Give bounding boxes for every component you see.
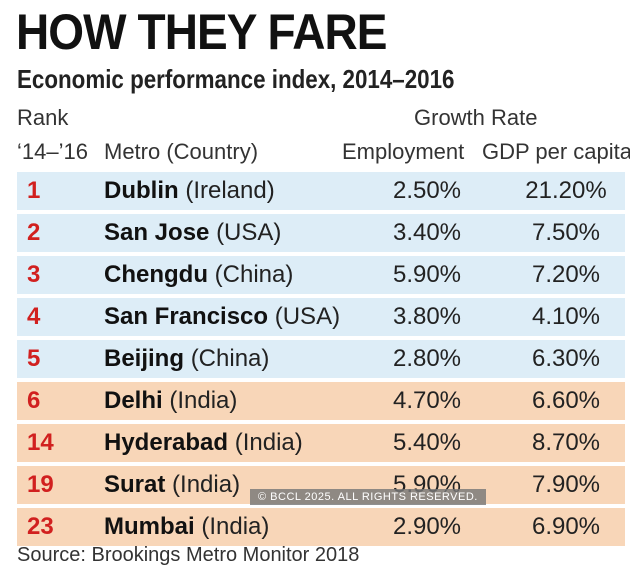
- table-row: 1 Dublin (Ireland) 2.50% 21.20%: [17, 172, 625, 210]
- gdp-cell: 8.70%: [531, 429, 601, 456]
- rank-cell: 1: [27, 177, 41, 204]
- country-name: (China): [190, 345, 270, 372]
- chart-title: HOW THEY FARE: [16, 4, 387, 60]
- table-row: 14 Hyderabad (India) 5.40% 8.70%: [17, 424, 625, 462]
- city-name: Beijing: [104, 345, 185, 372]
- rank-cell: 23: [27, 513, 54, 540]
- country-name: (India): [234, 429, 303, 456]
- chart-subtitle: Economic performance index, 2014–2016: [17, 64, 455, 94]
- rank-cell: 5: [27, 345, 41, 372]
- gdp-cell: 4.10%: [531, 303, 601, 330]
- table-row: 4 San Francisco (USA) 3.80% 4.10%: [17, 298, 625, 336]
- employment-cell: 2.90%: [392, 513, 462, 540]
- gdp-cell: 6.30%: [531, 345, 601, 372]
- country-name: (India): [201, 513, 270, 540]
- city-name: San Francisco: [104, 303, 269, 330]
- header-rank-years: ‘14–’16: [17, 139, 88, 164]
- metro-cell: Hyderabad (India): [104, 424, 303, 462]
- country-name: (India): [172, 471, 241, 498]
- employment-cell: 3.40%: [392, 219, 462, 246]
- city-name: Dublin: [104, 177, 179, 204]
- employment-cell: 4.70%: [392, 387, 462, 414]
- metro-cell: Chengdu (China): [104, 256, 293, 294]
- header-growth-rate: Growth Rate: [414, 105, 538, 130]
- country-name: (USA): [274, 303, 341, 330]
- metro-cell: Dublin (Ireland): [104, 172, 275, 210]
- metro-cell: San Jose (USA): [104, 214, 281, 252]
- gdp-cell: 6.60%: [531, 387, 601, 414]
- metro-cell: Delhi (India): [104, 382, 237, 420]
- header-rank: Rank: [17, 105, 69, 130]
- gdp-cell: 7.90%: [531, 471, 601, 498]
- employment-cell: 2.50%: [392, 177, 462, 204]
- city-name: Delhi: [104, 387, 163, 414]
- header-gdp-per-capita: GDP per capita: [482, 139, 630, 164]
- metro-cell: Surat (India): [104, 466, 240, 504]
- country-name: (China): [214, 261, 294, 288]
- rank-cell: 2: [27, 219, 41, 246]
- table-row: 3 Chengdu (China) 5.90% 7.20%: [17, 256, 625, 294]
- country-name: (India): [169, 387, 238, 414]
- country-name: (Ireland): [185, 177, 275, 204]
- rank-cell: 14: [27, 429, 54, 456]
- table-row: 23 Mumbai (India) 2.90% 6.90%: [17, 508, 625, 546]
- metro-cell: Mumbai (India): [104, 508, 269, 546]
- city-name: San Jose: [104, 219, 210, 246]
- gdp-cell: 21.20%: [525, 177, 607, 204]
- header-employment: Employment: [342, 139, 465, 164]
- employment-cell: 5.90%: [392, 261, 462, 288]
- header-metro: Metro (Country): [104, 139, 259, 164]
- employment-cell: 5.40%: [392, 429, 462, 456]
- rank-cell: 6: [27, 387, 41, 414]
- gdp-cell: 7.20%: [531, 261, 601, 288]
- copyright-watermark: © BCCL 2025. ALL RIGHTS RESERVED.: [250, 489, 486, 505]
- table-body: 1 Dublin (Ireland) 2.50% 21.20% 2 San Jose (U…: [17, 172, 625, 550]
- table-row: 6 Delhi (India) 4.70% 6.60%: [17, 382, 625, 420]
- country-name: (USA): [216, 219, 282, 246]
- employment-cell: 3.80%: [392, 303, 462, 330]
- metro-cell: San Francisco (USA): [104, 298, 340, 336]
- rank-cell: 19: [27, 471, 54, 498]
- table-row: 2 San Jose (USA) 3.40% 7.50%: [17, 214, 625, 252]
- table-row: 5 Beijing (China) 2.80% 6.30%: [17, 340, 625, 378]
- source-note: Source: Brookings Metro Monitor 2018: [17, 544, 360, 566]
- rank-cell: 3: [27, 261, 41, 288]
- city-name: Mumbai: [104, 513, 195, 540]
- gdp-cell: 6.90%: [531, 513, 601, 540]
- rank-cell: 4: [27, 303, 41, 330]
- metro-cell: Beijing (China): [104, 340, 269, 378]
- city-name: Hyderabad: [104, 429, 229, 456]
- gdp-cell: 7.50%: [531, 219, 601, 246]
- employment-cell: 2.80%: [392, 345, 462, 372]
- city-name: Chengdu: [104, 261, 208, 288]
- city-name: Surat: [104, 471, 166, 498]
